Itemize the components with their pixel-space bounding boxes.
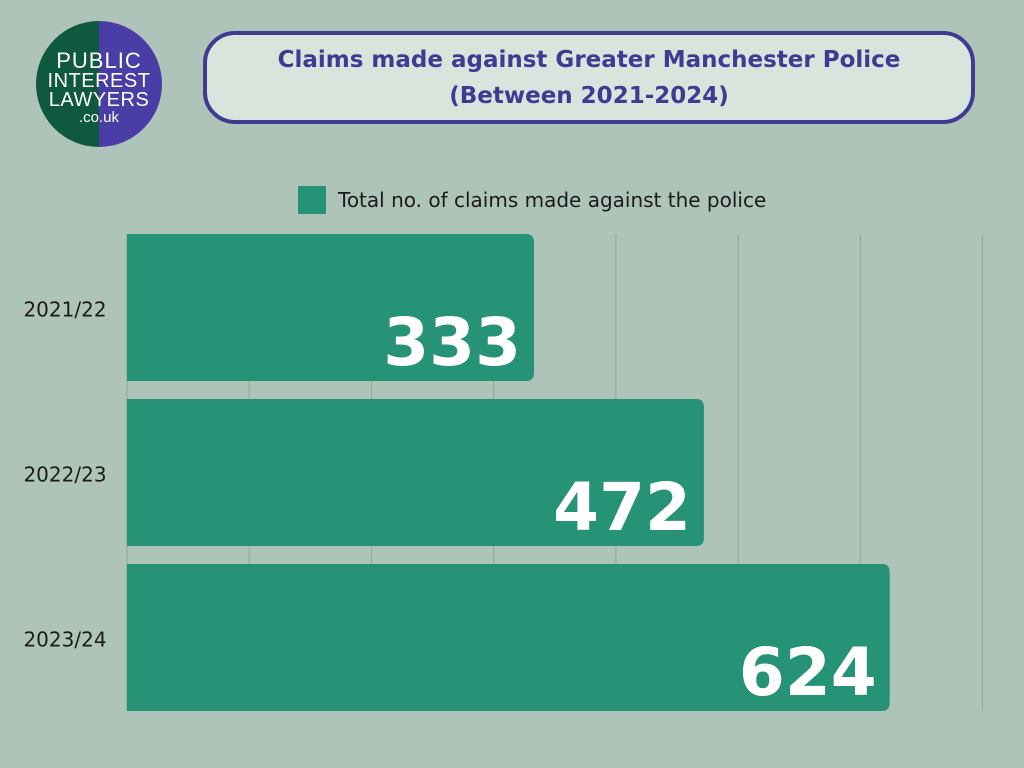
logo: PUBLIC INTEREST LAWYERS .co.uk [36,21,162,147]
category-label: 2023/24 [23,628,106,652]
chart-title: Claims made against Greater Manchester P… [277,46,901,73]
category-label: 2022/23 [23,463,106,487]
legend-label: Total no. of claims made against the pol… [338,188,767,212]
bar-value-label: 472 [553,469,691,546]
legend: Total no. of claims made against the pol… [298,186,766,214]
logo-line-4: .co.uk [79,109,120,126]
bar [127,234,535,381]
bar-value-label: 333 [383,304,521,381]
bar [127,564,890,711]
chart-title-box: Claims made against Greater Manchester P… [203,31,975,124]
chart-subtitle: (Between 2021-2024) [449,82,729,109]
legend-swatch [298,186,326,214]
bar-value-label: 624 [739,634,877,711]
category-label: 2021/22 [23,298,106,322]
logo-line-1: PUBLIC [56,48,141,73]
logo-line-2: INTEREST [48,70,151,92]
bar [127,399,704,546]
logo-line-3: LAWYERS [49,89,150,111]
